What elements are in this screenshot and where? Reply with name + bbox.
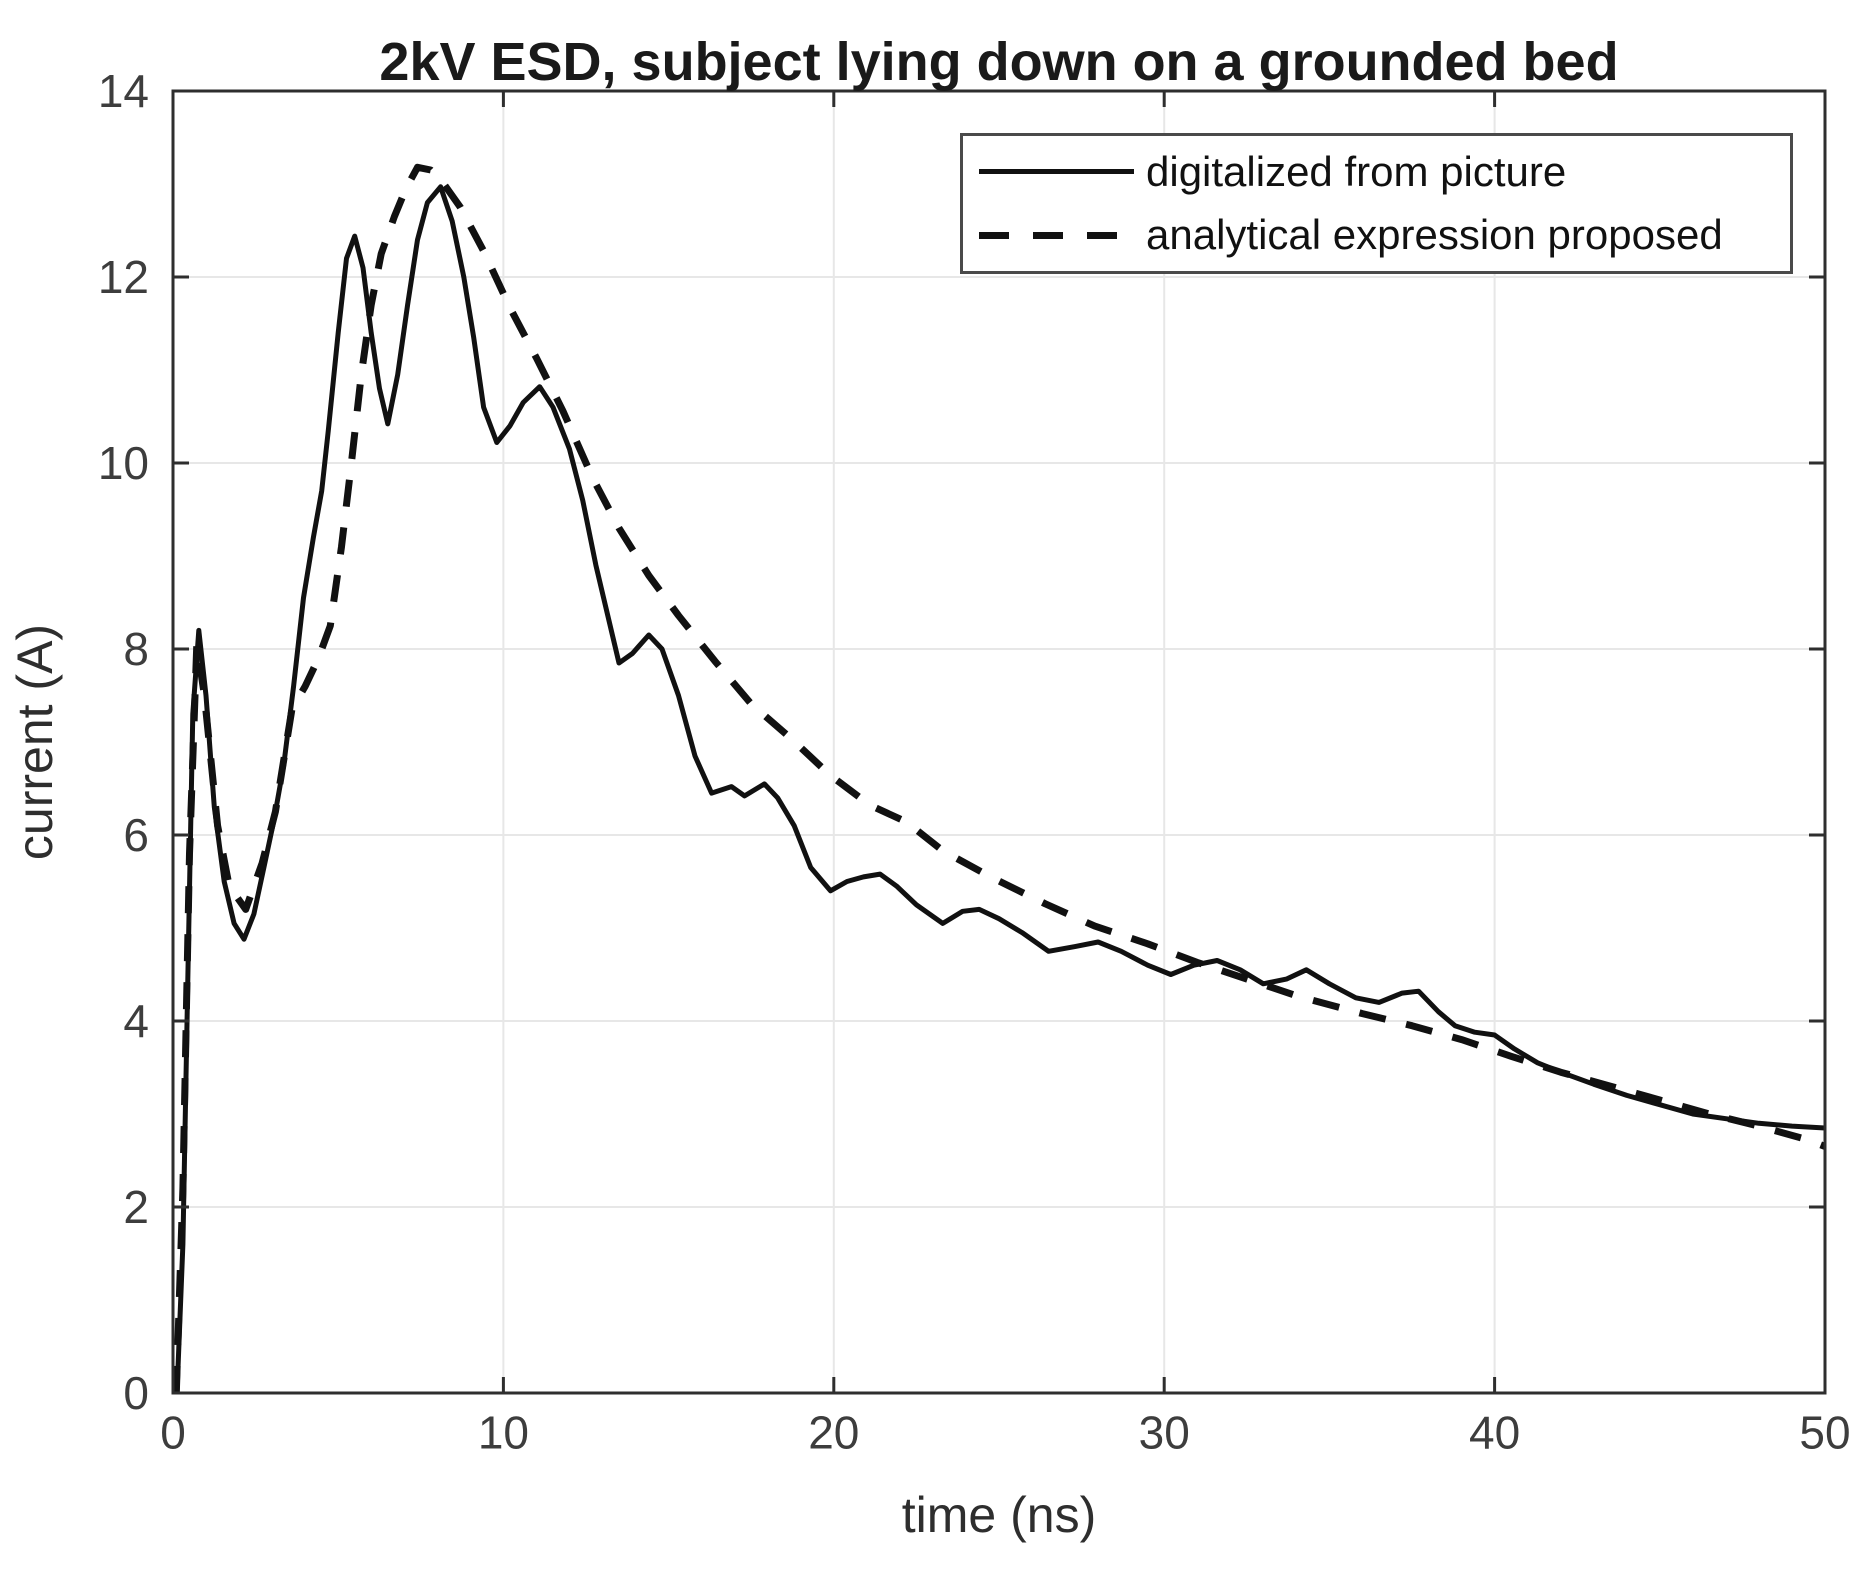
x-tick-label: 30 xyxy=(1139,1407,1190,1459)
legend-item-digitalized: digitalized from picture xyxy=(963,144,1790,200)
legend: digitalized from picture analytical expr… xyxy=(960,133,1793,274)
legend-label: digitalized from picture xyxy=(1146,147,1567,195)
y-tick-label: 2 xyxy=(123,1181,149,1233)
y-tick-label: 14 xyxy=(98,65,149,117)
legend-item-analytical: analytical expression proposed xyxy=(963,207,1790,263)
x-tick-label: 50 xyxy=(1799,1407,1850,1459)
y-tick-label: 8 xyxy=(123,623,149,675)
y-tick-label: 12 xyxy=(98,251,149,303)
x-tick-label: 20 xyxy=(808,1407,859,1459)
y-tick-label: 4 xyxy=(123,995,149,1047)
series-analytical xyxy=(172,163,1827,1394)
x-tick-label: 10 xyxy=(478,1407,529,1459)
x-tick-label: 40 xyxy=(1469,1407,1520,1459)
x-axis-label: time (ns) xyxy=(902,1487,1096,1543)
y-tick-label: 6 xyxy=(123,809,149,861)
curve-layer xyxy=(172,163,1827,1394)
x-tick-label: 0 xyxy=(160,1407,186,1459)
y-tick-label: 10 xyxy=(98,437,149,489)
series-digitalized xyxy=(174,184,1826,1394)
tick-label-layer: 0 10 20 30 40 50 0 2 4 6 8 10 12 14 xyxy=(98,65,1851,1459)
tick-layer xyxy=(171,89,1827,1395)
legend-label: analytical expression proposed xyxy=(1146,211,1723,259)
chart-title: 2kV ESD, subject lying down on a grounde… xyxy=(379,32,1618,92)
solid-line-sample xyxy=(979,169,1134,175)
grid-layer xyxy=(172,90,1826,1394)
dashed-line-sample xyxy=(979,231,1134,239)
y-axis-label: current (A) xyxy=(7,624,63,860)
axes-box xyxy=(171,89,1827,1395)
y-tick-label: 0 xyxy=(123,1367,149,1419)
